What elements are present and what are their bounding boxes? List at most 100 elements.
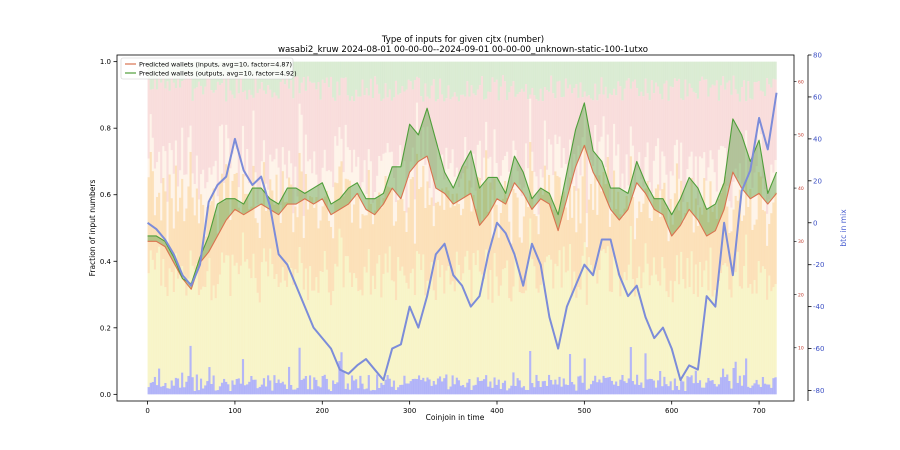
background-band-bar (684, 61, 687, 80)
background-band-bar (560, 195, 563, 288)
background-band-bar (311, 82, 314, 174)
background-band-bar (246, 99, 249, 150)
background-band-bar (212, 188, 215, 286)
background-band-bar (501, 198, 505, 270)
background-band-bar (749, 387, 752, 395)
background-band-bar (357, 61, 360, 97)
background-band-bar (522, 61, 526, 92)
background-band-bar (315, 277, 318, 380)
background-band-bar (654, 274, 658, 388)
background-band-bar (382, 61, 385, 99)
background-band-bar (376, 84, 379, 176)
background-band-bar (306, 61, 310, 77)
background-band-bar (594, 61, 597, 84)
background-band-bar (472, 61, 475, 94)
background-band-bar (355, 379, 358, 395)
background-band-bar (646, 93, 649, 143)
background-band-bar (625, 195, 628, 281)
background-band-bar (380, 160, 383, 208)
background-band-bar (403, 375, 406, 395)
background-band-bar (390, 100, 394, 152)
background-band-bar (575, 190, 578, 233)
background-band-bar (254, 76, 257, 173)
background-band-bar (535, 288, 538, 375)
background-band-bar (747, 287, 750, 387)
background-band-bar (359, 375, 362, 395)
background-band-bar (581, 176, 584, 256)
background-band-bar (426, 377, 429, 395)
background-band-bar (522, 187, 526, 217)
background-band-bar (342, 371, 345, 395)
background-band-bar (390, 386, 394, 395)
background-band-bar (378, 255, 381, 388)
background-band-bar (214, 214, 217, 299)
background-band-bar (680, 142, 683, 181)
background-band-bar (386, 61, 389, 98)
background-band-bar (179, 269, 182, 388)
background-band-bar (705, 79, 708, 181)
background-band-bar (384, 253, 387, 380)
background-band-bar (724, 61, 727, 90)
background-band-bar (279, 282, 282, 384)
background-band-bar (220, 173, 224, 253)
background-band-bar (543, 380, 547, 395)
background-band-bar (701, 61, 704, 77)
background-band-bar (202, 94, 205, 170)
background-band-bar (348, 180, 352, 273)
background-band-bar (518, 292, 521, 381)
background-band-bar (363, 215, 366, 267)
background-band-bar (313, 377, 316, 395)
background-band-bar (520, 88, 524, 196)
background-band-bar (176, 78, 180, 187)
background-band-bar (361, 214, 364, 296)
background-band-bar (294, 389, 297, 395)
background-band-bar (539, 187, 542, 285)
background-band-bar (480, 76, 484, 181)
background-band-bar (355, 196, 358, 279)
background-band-bar (566, 270, 570, 386)
background-band-bar (489, 270, 492, 382)
background-band-bar (306, 161, 310, 210)
background-band-bar (705, 207, 708, 261)
background-band-bar (493, 178, 496, 254)
background-band-bar (369, 294, 373, 391)
background-band-bar (413, 295, 417, 379)
background-band-bar (701, 214, 704, 288)
background-band-bar (587, 95, 591, 150)
background-band-bar (512, 372, 515, 395)
background-band-bar (399, 198, 402, 271)
background-band-bar (206, 76, 209, 183)
background-band-bar (516, 266, 519, 379)
background-band-bar (617, 191, 620, 276)
background-band-bar (462, 208, 465, 274)
background-band-bar (703, 387, 706, 395)
background-band-bar (717, 281, 721, 385)
background-band-bar (455, 96, 459, 168)
background-band-bar (766, 245, 769, 300)
background-band-bar (543, 165, 547, 263)
background-band-bar (459, 215, 463, 281)
background-band-bar (418, 188, 421, 254)
background-band-bar (298, 103, 301, 153)
background-band-bar (445, 147, 448, 188)
background-band-bar (199, 289, 203, 379)
background-band-bar (617, 61, 620, 82)
background-band-bar (279, 81, 282, 206)
background-band-bar (420, 61, 423, 97)
background-band-bar (170, 380, 173, 395)
background-band-bar (394, 61, 398, 81)
background-band-bar (367, 95, 371, 150)
background-band-bar (164, 287, 167, 383)
background-band-bar (227, 255, 230, 385)
background-band-bar (529, 94, 532, 99)
background-band-bar (457, 61, 461, 102)
background-band-bar (216, 233, 220, 285)
background-band-bar (770, 291, 773, 388)
background-band-bar (363, 95, 366, 161)
background-band-bar (487, 158, 490, 212)
background-band-bar (537, 234, 540, 293)
background-band-bar (522, 216, 526, 294)
background-band-bar (757, 116, 760, 173)
background-band-bar (636, 61, 639, 89)
background-band-bar (405, 61, 408, 90)
